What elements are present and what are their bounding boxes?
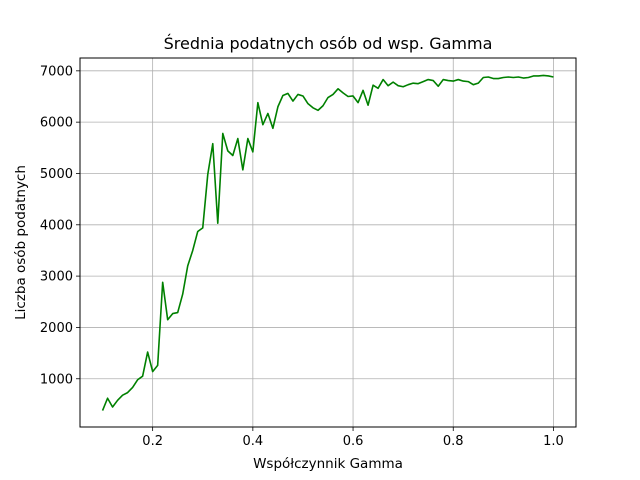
y-tick-label: 2000: [40, 321, 73, 336]
chart-title: Średnia podatnych osób od wsp. Gamma: [164, 34, 493, 53]
x-tick-label: 0.4: [243, 434, 264, 449]
y-tick-label: 4000: [40, 218, 73, 233]
y-tick-label: 5000: [40, 167, 73, 182]
y-tick-label: 3000: [40, 270, 73, 285]
y-tick-label: 7000: [40, 64, 73, 79]
y-tick-label: 1000: [40, 372, 73, 387]
x-tick-label: 0.8: [443, 434, 464, 449]
x-tick-label: 1.0: [543, 434, 564, 449]
y-axis-label: Liczba osób podatnych: [13, 165, 29, 320]
x-tick-label: 0.2: [142, 434, 163, 449]
grid: [80, 58, 576, 427]
x-axis-label: Współczynnik Gamma: [253, 456, 403, 472]
series-layer: [101, 74, 554, 411]
x-axis: 0.2 0.4 0.6 0.8 1.0: [142, 427, 564, 449]
y-tick-label: 6000: [40, 116, 73, 131]
plot-frame: [79, 57, 577, 428]
series-line: [101, 74, 554, 411]
x-tick-label: 0.6: [343, 434, 364, 449]
y-axis: 1000 2000 3000 4000 5000 6000 7000: [40, 64, 80, 387]
